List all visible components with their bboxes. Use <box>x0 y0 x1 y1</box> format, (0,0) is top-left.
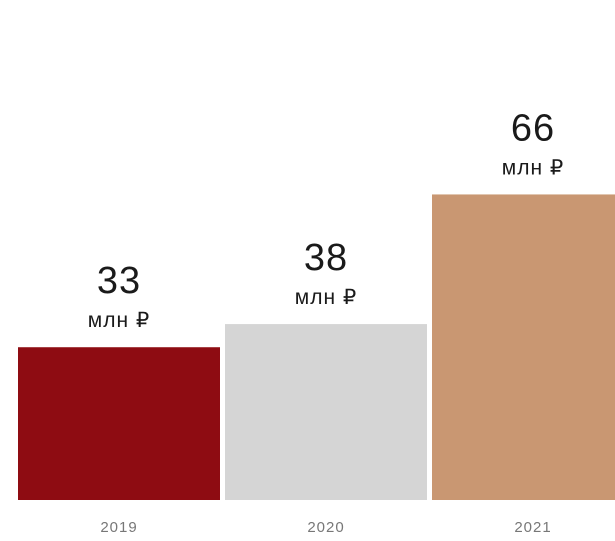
unit-label-2020: млн ₽ <box>295 286 357 309</box>
value-label-2019: 33 <box>97 260 141 302</box>
bars-group <box>18 194 615 500</box>
tick-label-2019: 2019 <box>100 519 137 536</box>
bar-2021 <box>432 194 615 500</box>
bar-2019 <box>18 347 220 500</box>
tick-label-2020: 2020 <box>307 519 344 536</box>
unit-label-2019: млн ₽ <box>88 309 150 332</box>
bar-2020 <box>225 324 427 500</box>
value-label-2020: 38 <box>304 237 348 279</box>
unit-label-2021: млн ₽ <box>502 156 564 179</box>
labels-group: 33 млн ₽ 38 млн ₽ 66 млн ₽ <box>88 107 564 332</box>
tick-label-2021: 2021 <box>514 519 551 536</box>
value-label-2021: 66 <box>511 107 555 149</box>
x-axis-ticks: 2019 2020 2021 <box>100 519 551 536</box>
